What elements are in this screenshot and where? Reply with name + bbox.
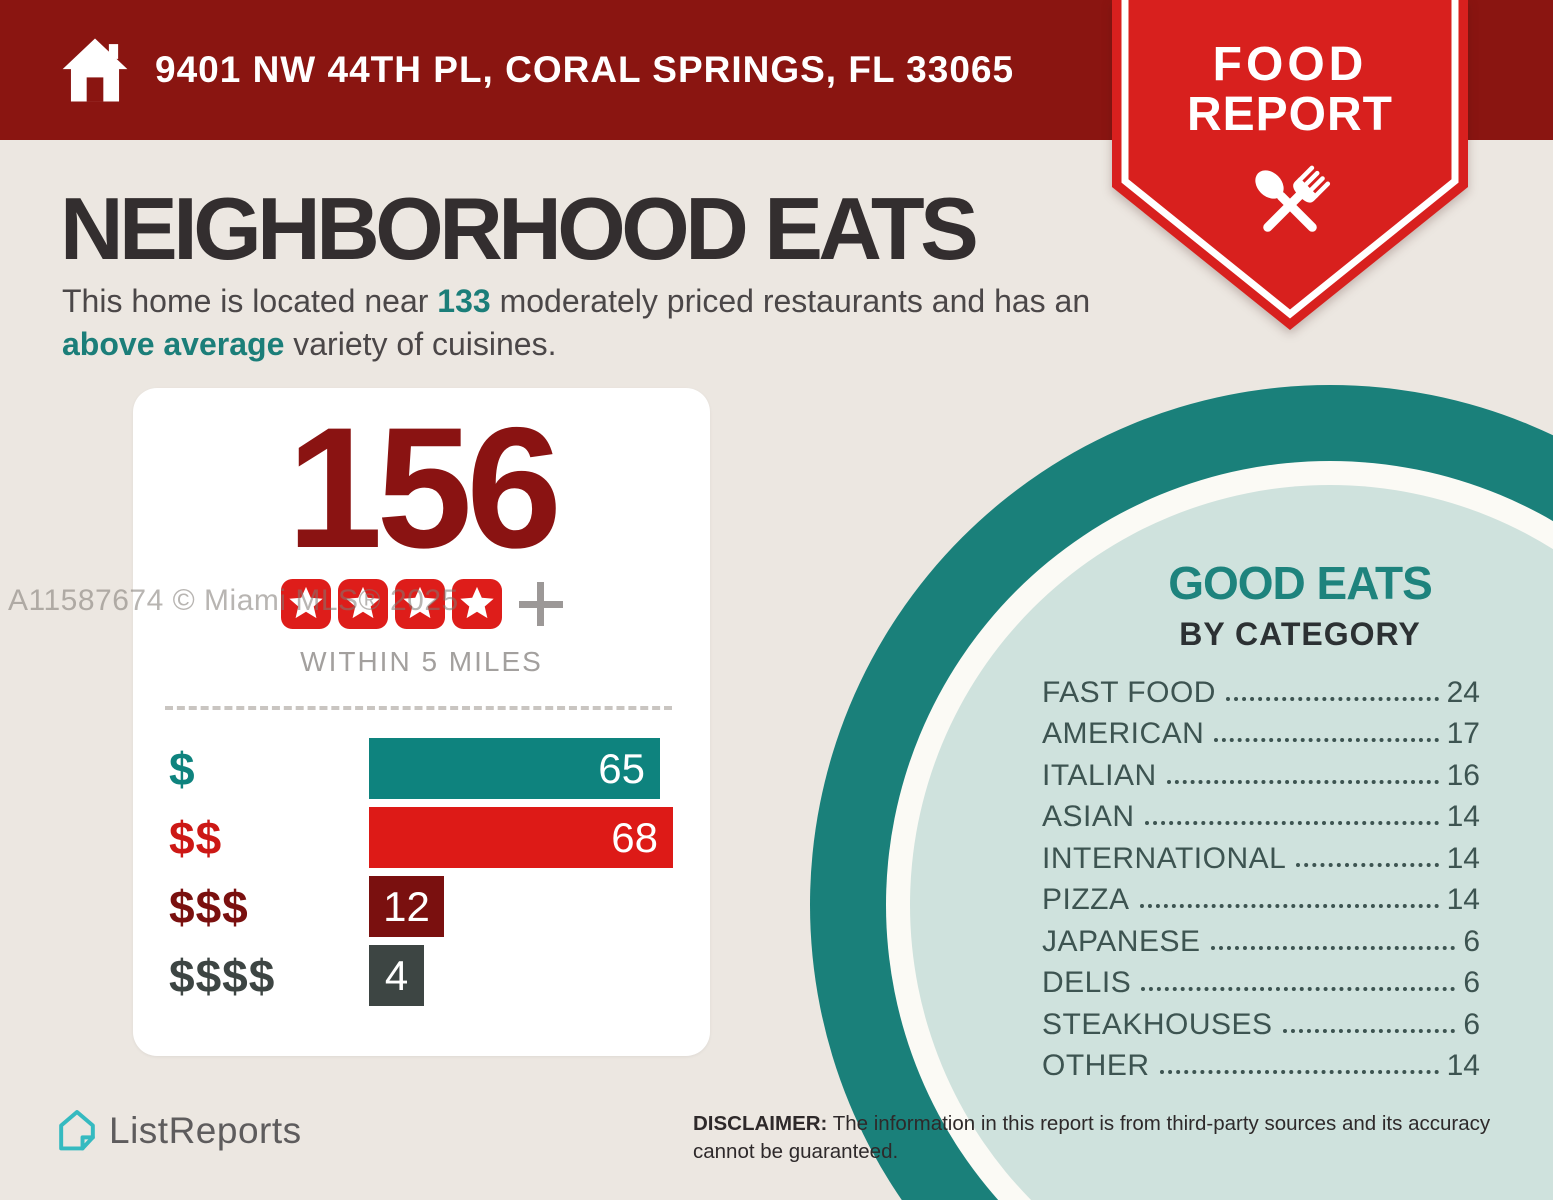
dotted-leader <box>1282 1028 1456 1033</box>
dotted-leader <box>1210 945 1456 950</box>
category-list: FAST FOOD 24 AMERICAN 17 ITALIAN 16 ASIAN 14 INT… <box>1042 668 1480 1083</box>
star-rating <box>133 578 710 630</box>
category-name: INTERNATIONAL <box>1042 841 1287 875</box>
plus-icon <box>518 582 563 626</box>
dotted-leader <box>1159 1070 1439 1074</box>
intro-seg1: This home is located near <box>62 283 438 319</box>
ribbon-title-line1: FOOD <box>1212 38 1368 91</box>
restaurant-count-card: 156 WITHIN 5 MILES $65 $$ 68 $$$ 12 $$$$ 4 <box>133 388 710 1056</box>
category-row: AMERICAN 17 <box>1042 710 1480 752</box>
star-icon <box>280 579 331 629</box>
category-name: AMERICAN <box>1042 717 1205 750</box>
good-eats-subtitle: BY CATEGORY <box>1179 616 1421 652</box>
category-value: 24 <box>1446 675 1480 709</box>
category-row: PIZZA 14 <box>1042 876 1480 918</box>
disclaimer-text: The information in this report is from t… <box>693 1112 1491 1163</box>
page-title: NEIGHBORHOOD EATS <box>60 179 979 278</box>
dotted-leader <box>1225 696 1439 701</box>
category-row: INTERNATIONAL 14 <box>1042 834 1480 876</box>
category-row: JAPANESE 6 <box>1042 917 1480 959</box>
price-bar-value: 65 <box>598 744 645 792</box>
category-name: DELIS <box>1042 966 1132 999</box>
price-bar: 68 <box>369 807 673 868</box>
intro-seg3: variety of cuisines. <box>284 326 557 363</box>
category-value: 14 <box>1446 800 1480 833</box>
price-bar-row: $$$ 12 <box>169 876 710 937</box>
circle-white-ring <box>886 461 1553 1200</box>
star-icon <box>451 579 502 629</box>
dotted-leader <box>1296 862 1439 867</box>
price-bar-value: 68 <box>611 813 658 861</box>
variety-highlight: above average <box>62 326 285 363</box>
divider <box>165 706 672 710</box>
price-bar-row: $$ 68 <box>169 807 710 868</box>
brand-name: ListReports <box>109 1110 302 1151</box>
price-tier-label: $ <box>169 742 196 795</box>
intro-text: This home is located near 133 moderately… <box>62 280 1122 366</box>
listreports-logo: ListReports <box>58 1108 302 1154</box>
listreports-logo-icon <box>59 1110 95 1151</box>
dotted-leader <box>1214 738 1439 742</box>
category-name: JAPANESE <box>1042 924 1201 958</box>
category-value: 14 <box>1446 841 1480 875</box>
dotted-leader <box>1144 821 1439 825</box>
category-row: DELIS 6 <box>1042 959 1480 1001</box>
category-name: PIZZA <box>1042 883 1130 916</box>
category-name: STEAKHOUSES <box>1042 1007 1273 1041</box>
intro-seg2: moderately priced restaurants and has an <box>490 283 1091 319</box>
food-report-ribbon: FOOD REPORT <box>1112 0 1468 332</box>
star-icon <box>337 579 388 629</box>
utensils-icon <box>1255 165 1331 232</box>
price-bar: 12 <box>369 876 444 937</box>
price-bar-row: $65 <box>169 738 710 799</box>
home-icon <box>62 38 128 102</box>
category-value: 17 <box>1446 717 1480 750</box>
price-tier-label: $$$ <box>169 880 249 933</box>
price-bar: 65 <box>369 738 660 799</box>
category-name: OTHER <box>1042 1049 1150 1082</box>
category-row: ITALIAN 16 <box>1042 751 1480 793</box>
price-bar-value: 12 <box>383 882 430 930</box>
category-value: 16 <box>1446 758 1480 792</box>
price-tier-label: $$ <box>169 811 223 864</box>
price-bar: 4 <box>369 945 424 1006</box>
restaurant-count-highlight: 133 <box>437 283 491 319</box>
disclaimer-label: DISCLAIMER: <box>693 1112 828 1135</box>
category-value: 14 <box>1446 883 1480 916</box>
good-eats-circle <box>810 385 1553 1200</box>
category-row: STEAKHOUSES 6 <box>1042 1000 1480 1042</box>
category-row: OTHER 14 <box>1042 1042 1480 1084</box>
category-value: 6 <box>1463 924 1480 958</box>
dotted-leader <box>1141 987 1456 991</box>
good-eats-title: GOOD EATS <box>1168 557 1433 609</box>
category-name: FAST FOOD <box>1042 675 1216 709</box>
dotted-leader <box>1139 904 1439 908</box>
ribbon-content: FOOD REPORT <box>1112 0 1468 260</box>
price-bar-chart: $65 $$ 68 $$$ 12 $$$$ 4 <box>169 738 710 1014</box>
category-value: 6 <box>1463 966 1480 999</box>
category-value: 14 <box>1446 1049 1480 1082</box>
category-row: FAST FOOD 24 <box>1042 668 1480 710</box>
disclaimer: DISCLAIMER: The information in this repo… <box>693 1110 1503 1165</box>
category-name: ASIAN <box>1042 800 1135 833</box>
category-value: 6 <box>1463 1007 1480 1041</box>
mls-watermark: A11587674 © Miami MLS® 2025 <box>8 584 459 617</box>
good-eats-panel: GOOD EATS BY CATEGORY FAST FOOD 24 AMERICA… <box>1040 556 1553 1082</box>
property-address: 9401 NW 44TH PL, CORAL SPRINGS, FL 33065 <box>155 49 1015 90</box>
radius-label: WITHIN 5 MILES <box>300 646 543 677</box>
category-name: ITALIAN <box>1042 758 1157 792</box>
category-row: ASIAN 14 <box>1042 793 1480 835</box>
price-tier-label: $$$$ <box>169 949 276 1002</box>
dotted-leader <box>1166 779 1439 784</box>
price-bar-row: $$$$ 4 <box>169 945 710 1006</box>
ribbon-title-line2: REPORT <box>1186 88 1393 142</box>
star-icon <box>394 579 445 629</box>
restaurant-count: 156 <box>287 392 562 584</box>
price-bar-value: 4 <box>384 951 409 999</box>
ribbon-shape <box>1112 0 1468 330</box>
